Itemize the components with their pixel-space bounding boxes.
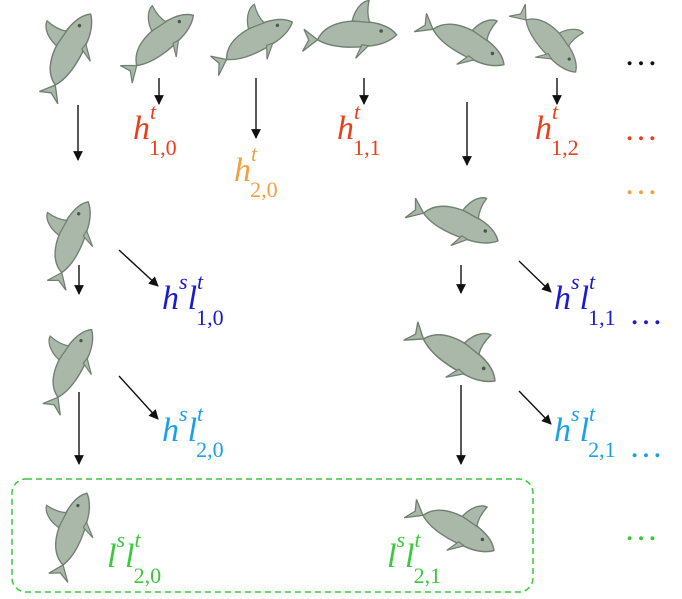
ellipsis-row-1: … <box>624 111 658 148</box>
label-hl-2-0: hslt2,0 <box>162 400 224 463</box>
dolphin-icon <box>401 172 512 262</box>
dolphin-icon <box>398 296 516 402</box>
dolphin-icon <box>23 481 108 586</box>
label-hl-1-1: hslt1,1 <box>554 268 616 331</box>
dolphin-icon <box>196 0 303 84</box>
label-hl-2-1: hslt2,1 <box>554 400 616 463</box>
label-ll-2-0: lslt2,0 <box>107 526 162 589</box>
ellipsis-row-2: … <box>624 165 658 202</box>
ellipsis-row-5: … <box>624 511 658 548</box>
label-h-1-2: ht1,2 <box>535 98 579 161</box>
ellipsis-row-4: … <box>629 428 663 465</box>
dolphin-icon <box>18 313 111 420</box>
label-h-1-0: ht1,0 <box>133 98 177 161</box>
dolphin-icon <box>14 0 111 109</box>
label-h-2-0: ht2,0 <box>234 140 278 203</box>
ellipsis-row-3: … <box>629 295 663 332</box>
dolphin-icon <box>101 0 208 91</box>
label-ll-2-1: lslt2,1 <box>387 526 442 589</box>
dolphin-icon <box>502 0 601 87</box>
label-hl-1-0: hslt1,0 <box>162 268 224 331</box>
arrows <box>73 78 562 465</box>
ellipsis-row-0: … <box>624 36 658 73</box>
dolphin-icon <box>300 0 399 61</box>
dolphin-icon <box>22 188 109 295</box>
dolphin-icon <box>409 0 522 85</box>
label-h-1-1: ht1,1 <box>337 98 381 161</box>
